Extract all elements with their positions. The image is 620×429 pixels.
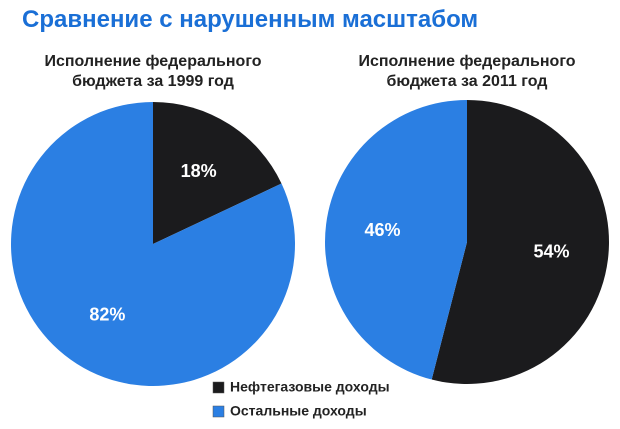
value-label: 82% [89, 305, 125, 325]
pie-title: Исполнение федерального бюджета за 1999 … [44, 53, 262, 90]
legend-swatch [212, 381, 225, 394]
value-label: 18% [181, 161, 217, 181]
pie-slice [324, 99, 467, 380]
page-title: Сравнение с нарушенным масштабом [22, 6, 479, 33]
value-label: 54% [534, 241, 570, 261]
pie-slice [431, 100, 609, 384]
value-label: 46% [364, 220, 400, 240]
pie-slice [11, 102, 296, 386]
legend-swatch [212, 405, 225, 418]
legend-label: Нефтегазовые доходы [230, 379, 390, 395]
pie-title: Исполнение федерального бюджета за 2011 … [358, 53, 576, 90]
legend-label: Остальные доходы [230, 403, 367, 419]
pie-slice [153, 102, 282, 244]
